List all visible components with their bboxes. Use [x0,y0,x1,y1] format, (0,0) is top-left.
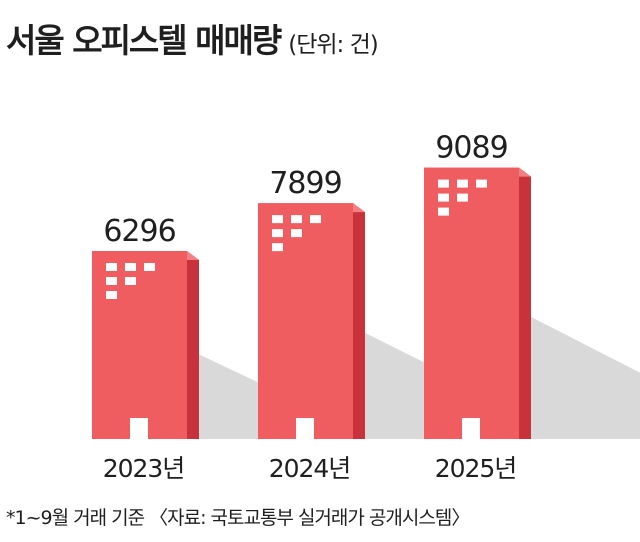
bar-window [272,243,283,252]
bar-side [353,203,365,439]
bar-door [462,418,480,439]
bar-window [457,179,468,188]
bar-window [291,215,302,224]
category-label: 2023년 [103,454,185,483]
bar-window [272,215,283,224]
bar [258,203,353,439]
bar-window [272,229,283,238]
value-label: 7899 [269,166,341,201]
bar-window [106,291,117,300]
chart-header: 서울 오피스텔 매매량 (단위: 건) [6,14,379,62]
bar-window [438,179,449,188]
bar-window [106,263,117,272]
category-label: 2025년 [435,454,517,483]
bar-door [296,418,314,439]
bar-window [310,215,321,224]
unit-label: (단위: 건) [288,32,378,58]
value-label: 6296 [103,214,175,249]
bar-window [438,207,449,216]
footnote: *1~9월 거래 기준 〈자료: 국토교통부 실거래가 공개시스템〉 [6,507,470,529]
bar-window [125,263,136,272]
bar-door [130,418,148,439]
bar-side [187,251,199,439]
bar-window [106,277,117,286]
bar-side [519,167,531,439]
bar-window [291,229,302,238]
category-label: 2024년 [269,454,351,483]
bar-window [438,193,449,202]
bar-window [125,277,136,286]
bar-window [144,263,155,272]
value-label: 9089 [435,131,507,166]
bar-window [476,179,487,188]
bar-window [457,193,468,202]
bar-shadow [531,316,640,439]
chart-title: 서울 오피스텔 매매량 [6,21,282,60]
